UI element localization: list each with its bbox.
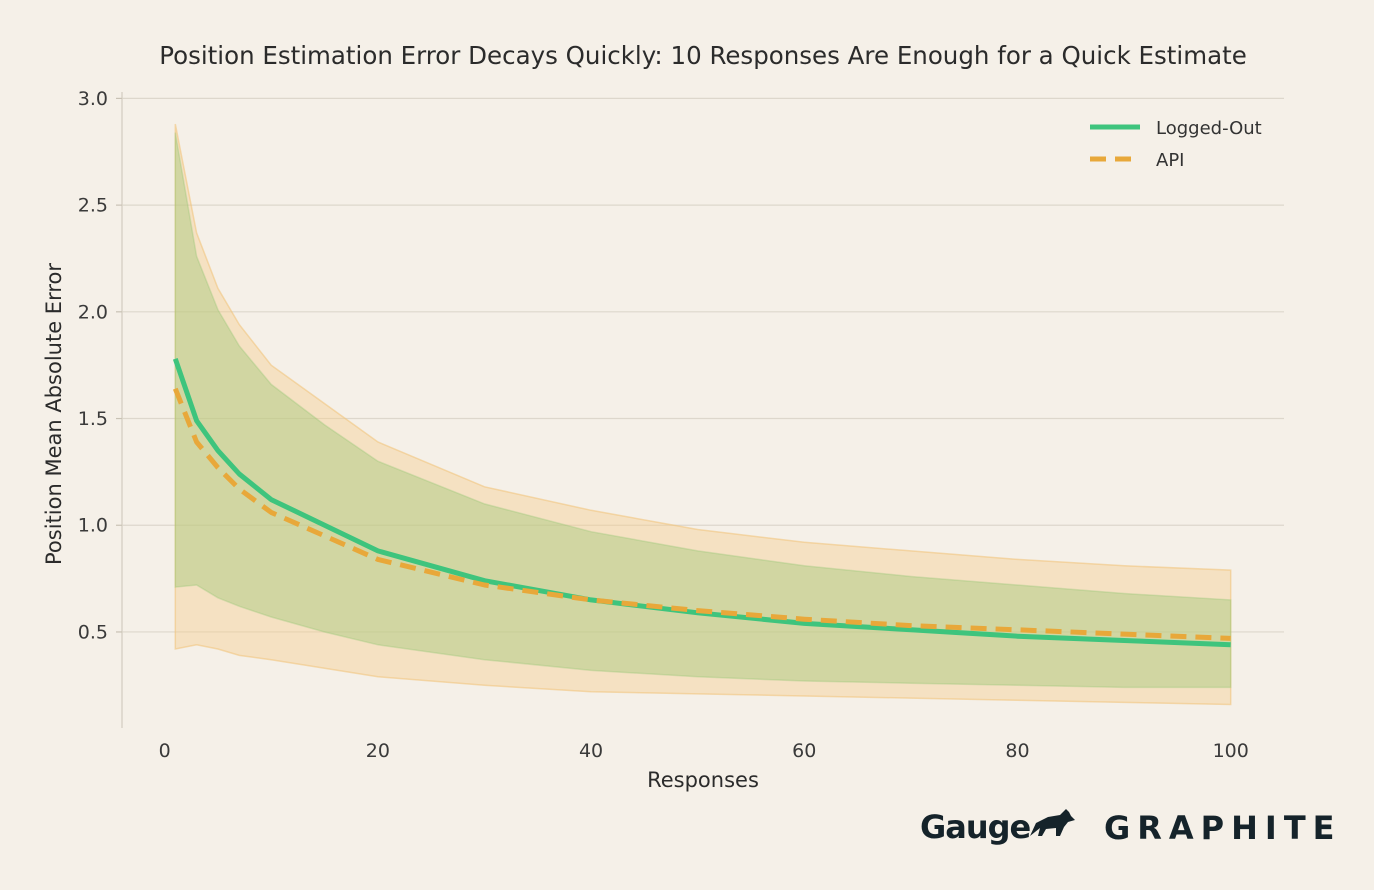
x-tick-label: 60 — [792, 740, 816, 762]
series-line-logged-out — [172, 357, 1231, 648]
legend-label-logged-out: Logged-Out — [1156, 118, 1262, 139]
gridlines — [122, 97, 1284, 633]
x-tick-label: 0 — [159, 740, 171, 762]
x-tick-label: 80 — [1005, 740, 1029, 762]
gauge-logo: Gauge — [920, 808, 1075, 846]
x-axis-label: Responses — [647, 768, 759, 792]
y-tick-label: 3.0 — [78, 88, 108, 110]
y-ticks: 0.5 1.0 1.5 2.0 2.5 3.0 — [78, 88, 122, 643]
series-line-api — [172, 387, 1231, 641]
confidence-bands — [174, 123, 1232, 706]
y-axis-label: Position Mean Absolute Error — [42, 263, 66, 565]
legend: Logged-Out API — [1090, 118, 1262, 171]
y-tick-label: 1.5 — [78, 408, 108, 430]
y-tick-label: 2.5 — [78, 195, 108, 217]
x-tick-label: 100 — [1213, 740, 1249, 762]
graphite-logo: GRAPHITE — [1104, 809, 1342, 847]
y-tick-label: 1.0 — [78, 515, 108, 537]
band-logged-out — [174, 132, 1232, 689]
dog-icon — [1030, 809, 1075, 836]
band-api — [174, 123, 1232, 706]
chart-title: Position Estimation Error Decays Quickly… — [159, 41, 1247, 70]
gauge-logo-text: Gauge — [920, 808, 1031, 846]
legend-label-api: API — [1156, 150, 1184, 171]
x-tick-label: 20 — [366, 740, 390, 762]
x-ticks: 0 20 40 60 80 100 — [159, 740, 1249, 762]
y-tick-label: 0.5 — [78, 621, 108, 643]
series-lines — [172, 357, 1231, 648]
y-tick-label: 2.0 — [78, 301, 108, 323]
x-tick-label: 40 — [579, 740, 603, 762]
